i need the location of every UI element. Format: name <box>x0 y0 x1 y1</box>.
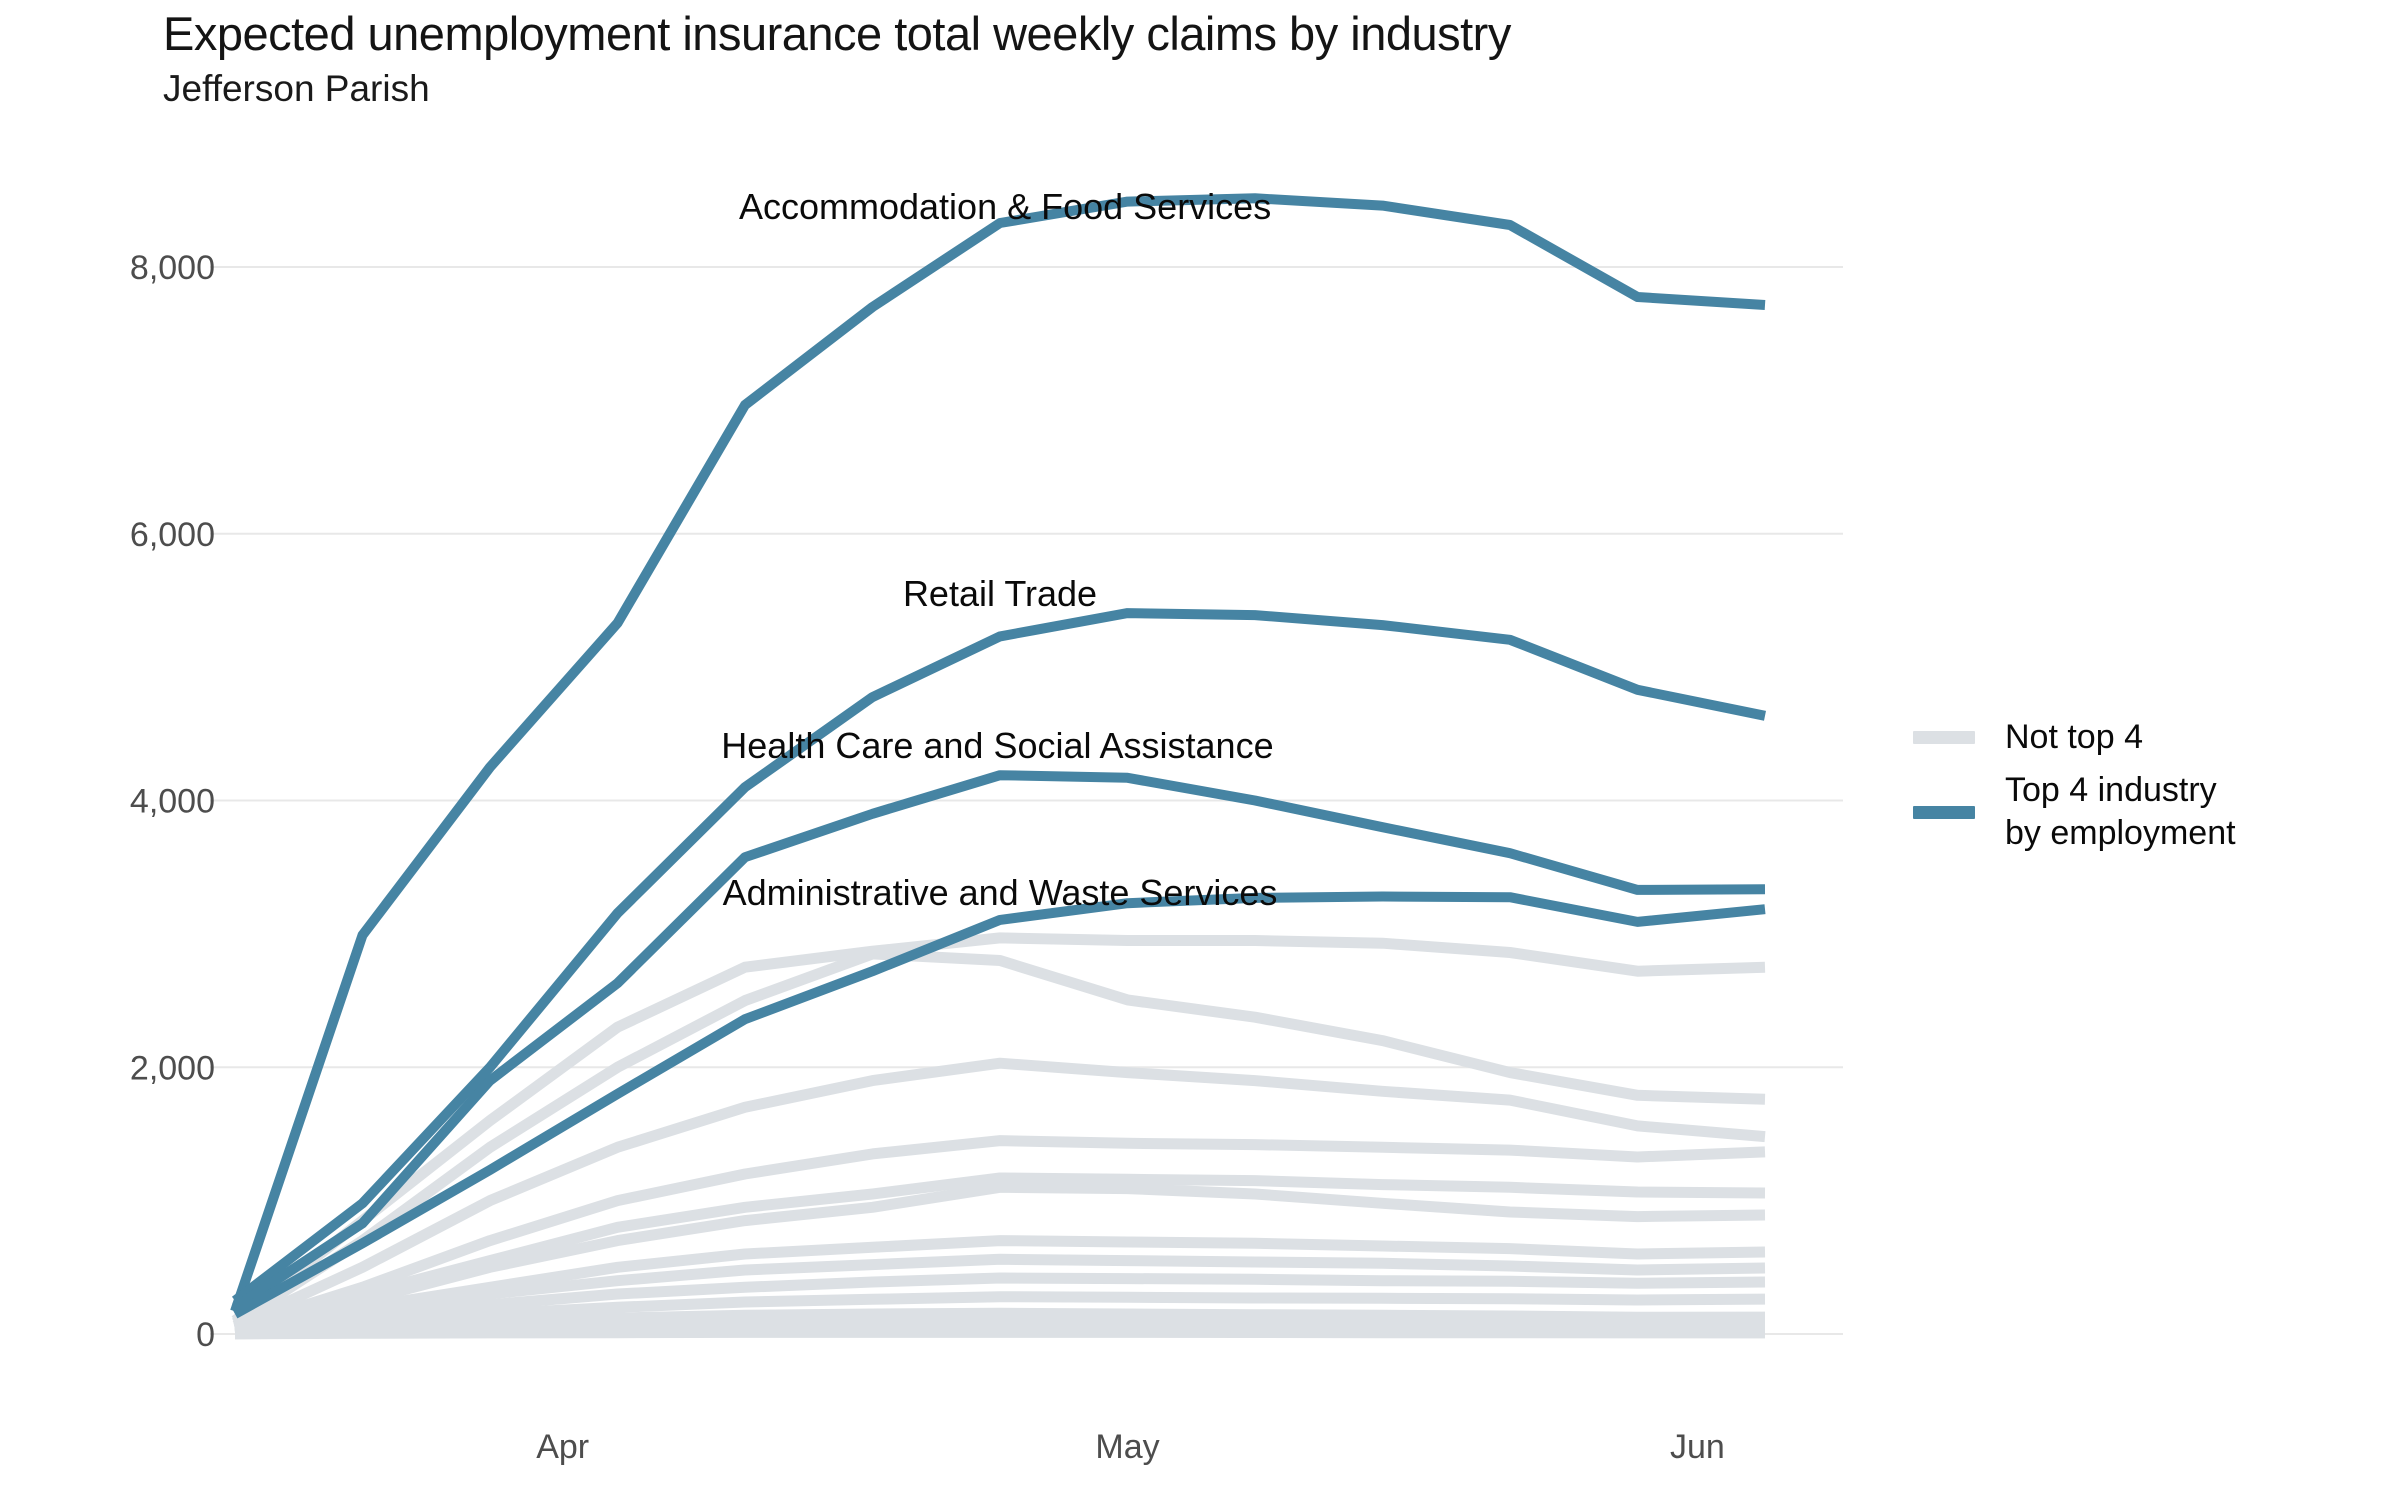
annotation-retail-trade: Retail Trade <box>903 573 1097 614</box>
not-top-4-lines <box>231 932 1766 1340</box>
not-top-4-line-16 <box>234 1326 1765 1340</box>
x-tick-label-may: May <box>1095 1428 1159 1466</box>
y-axis-tick-labels: 0 2,000 4,000 6,000 8,000 <box>130 249 215 1354</box>
y-tick-label-8000: 8,000 <box>130 249 215 287</box>
annotation-accommodation-food-services: Accommodation & Food Services <box>739 186 1271 227</box>
top-4-lines <box>230 193 1766 1319</box>
not-top-4-line-5 <box>233 1172 1766 1335</box>
not-top-4-line-3 <box>232 1057 1766 1331</box>
y-tick-label-4000: 4,000 <box>130 783 215 821</box>
not-top-4-line-4 <box>233 1135 1766 1333</box>
series-line-health-care-and-social-assistance <box>232 770 1766 1312</box>
legend-swatch-top-4-industry-by-employment <box>1913 805 1975 819</box>
x-axis-tick-labels: Apr May Jun <box>536 1428 1725 1466</box>
chart-subtitle: Jefferson Parish <box>163 68 430 109</box>
legend-item-top-4-industry-by-employment: Top 4 industry by employment <box>1913 769 2236 855</box>
series-line-accommodation-food-services <box>230 193 1766 1313</box>
chart-title: Expected unemployment insurance total we… <box>163 7 1511 60</box>
not-top-4-line-2 <box>232 948 1766 1328</box>
y-tick-label-0: 0 <box>196 1316 215 1354</box>
y-tick-label-2000: 2,000 <box>130 1049 215 1087</box>
chart-legend: Not top 4 Top 4 industry by employment <box>1913 716 2236 855</box>
legend-item-not-top-4: Not top 4 <box>1913 716 2236 759</box>
legend-label-top-4-industry-by-employment: Top 4 industry by employment <box>2005 771 2236 852</box>
not-top-4-line-9 <box>234 1272 1766 1337</box>
legend-label-not-top-4: Not top 4 <box>2005 718 2143 756</box>
not-top-4-line-6 <box>233 1181 1766 1335</box>
not-top-4-line-1 <box>231 932 1766 1326</box>
series-annotations: Accommodation & Food Services Retail Trad… <box>721 186 1277 913</box>
series-line-retail-trade <box>231 608 1766 1305</box>
annotation-administrative-and-waste-services: Administrative and Waste Services <box>723 872 1278 913</box>
not-top-4-line-7 <box>234 1235 1766 1336</box>
not-top-4-line-10 <box>234 1291 1766 1338</box>
series-line-administrative-and-waste-services <box>232 891 1766 1319</box>
x-tick-label-jun: Jun <box>1670 1428 1725 1466</box>
annotation-health-care-and-social-assistance: Health Care and Social Assistance <box>721 725 1273 766</box>
not-top-4-line-8 <box>234 1253 1766 1337</box>
x-tick-label-apr: Apr <box>536 1428 589 1466</box>
legend-swatch-not-top-4 <box>1913 731 1975 744</box>
y-tick-label-6000: 6,000 <box>130 516 215 554</box>
